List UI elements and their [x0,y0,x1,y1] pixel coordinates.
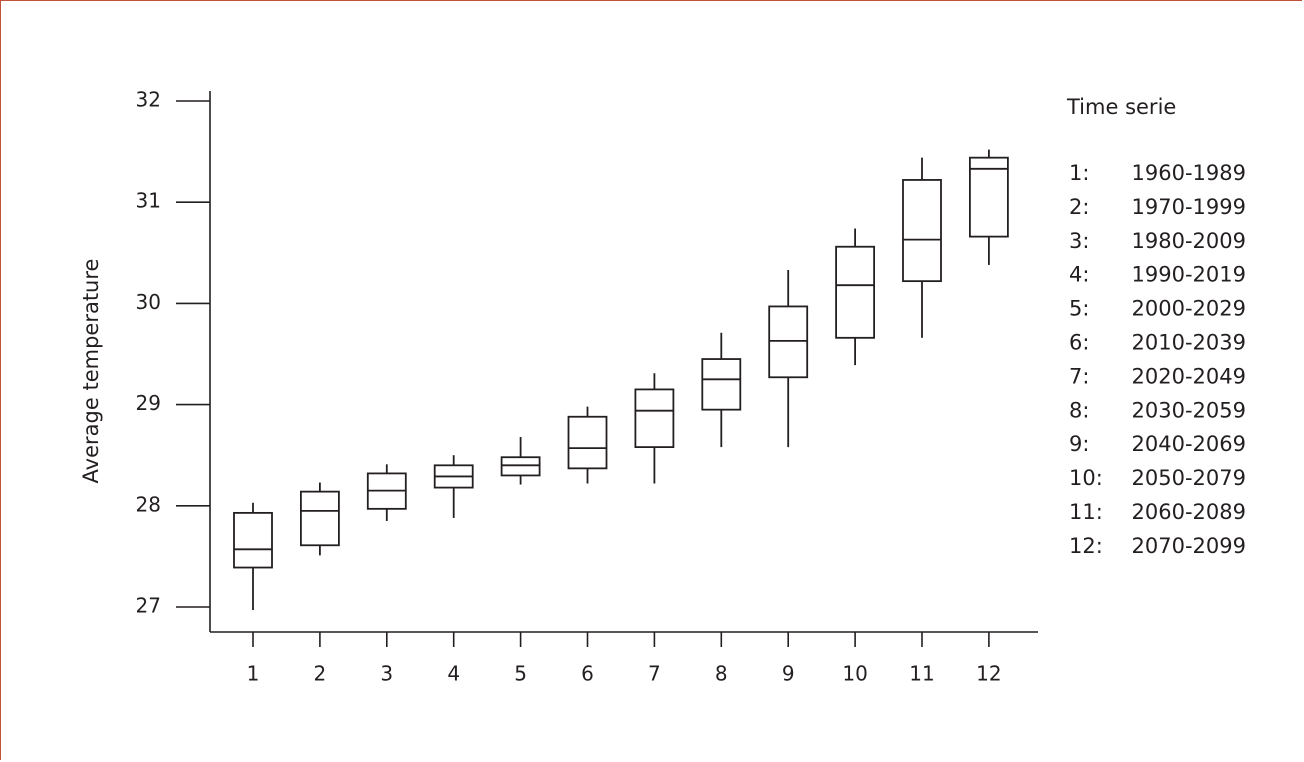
box-rect-8 [701,358,742,411]
legend-title: Time serie [1066,95,1176,119]
box-6 [567,406,608,484]
legend-key-5: 5: [1069,297,1089,321]
box-8 [701,332,742,448]
y-tick-label-31: 31 [136,189,161,213]
box-rect-1 [233,511,273,569]
legend-label-11: 2060-2089 [1132,500,1246,524]
x-tick-label-3: 3 [380,662,393,686]
x-tick-label-6: 6 [581,662,594,686]
box-7 [634,373,675,484]
box-rect-5 [500,456,541,477]
box-1 [233,502,273,611]
box-rect-12 [969,156,1009,238]
legend-label-9: 2040-2069 [1132,432,1246,456]
x-tick-label-8: 8 [715,662,728,686]
box-4 [433,455,474,518]
legend-label-8: 2030-2059 [1132,398,1246,422]
legend-key-1: 1: [1069,161,1089,185]
y-tick-label-27: 27 [136,594,161,618]
x-tick-label-12: 12 [976,662,1001,686]
box-10 [835,228,875,366]
legend-key-7: 7: [1069,364,1089,388]
box-11 [902,157,942,338]
legend-key-2: 2: [1069,195,1089,219]
x-tick-label-10: 10 [842,662,867,686]
box-rect-6 [567,415,608,470]
legend-key-8: 8: [1069,398,1089,422]
x-tick-label-4: 4 [447,662,460,686]
box-rect-10 [835,245,875,339]
legend-label-1: 1960-1989 [1132,161,1246,185]
x-tick-label-5: 5 [514,662,527,686]
legend-key-3: 3: [1069,229,1089,253]
box-rect-7 [634,388,675,449]
y-tick-label-32: 32 [136,88,161,112]
box-5 [500,436,541,485]
y-tick-label-30: 30 [136,290,161,314]
legend: 1: 1960-1989 2: 1970-1999 3: 1980-2009 4: 1990-… [1069,161,1246,558]
legend-label-7: 2020-2049 [1132,364,1246,388]
y-tick-label-28: 28 [136,492,161,516]
legend-key-10: 10: [1069,466,1103,490]
legend-label-5: 2000-2029 [1132,297,1246,321]
x-tick-label-7: 7 [648,662,661,686]
box-3 [366,464,407,521]
legend-key-11: 11: [1069,500,1103,524]
box-rect-2 [299,490,340,547]
legend-key-12: 12: [1069,534,1103,558]
legend-key-4: 4: [1069,263,1089,287]
x-tick-label-11: 11 [909,662,934,686]
legend-label-3: 1980-2009 [1132,229,1246,253]
box-9 [768,270,809,448]
legend-label-4: 1990-2019 [1132,263,1246,287]
legend-key-6: 6: [1069,331,1089,355]
box-12 [969,149,1009,265]
x-tick-label-9: 9 [782,662,795,686]
box-2 [299,482,340,556]
box-rect-11 [902,179,942,283]
x-tick-label-2: 2 [314,662,327,686]
legend-label-6: 2010-2039 [1132,331,1246,355]
box-rect-9 [768,305,809,379]
y-axis-label: Average temperature [79,259,103,484]
legend-label-12: 2070-2099 [1132,534,1246,558]
legend-key-9: 9: [1069,432,1089,456]
legend-label-2: 1970-1999 [1132,195,1246,219]
x-tick-label-1: 1 [247,662,260,686]
boxes-group [233,149,1009,611]
y-tick-label-29: 29 [136,391,161,415]
legend-label-10: 2050-2079 [1132,466,1246,490]
